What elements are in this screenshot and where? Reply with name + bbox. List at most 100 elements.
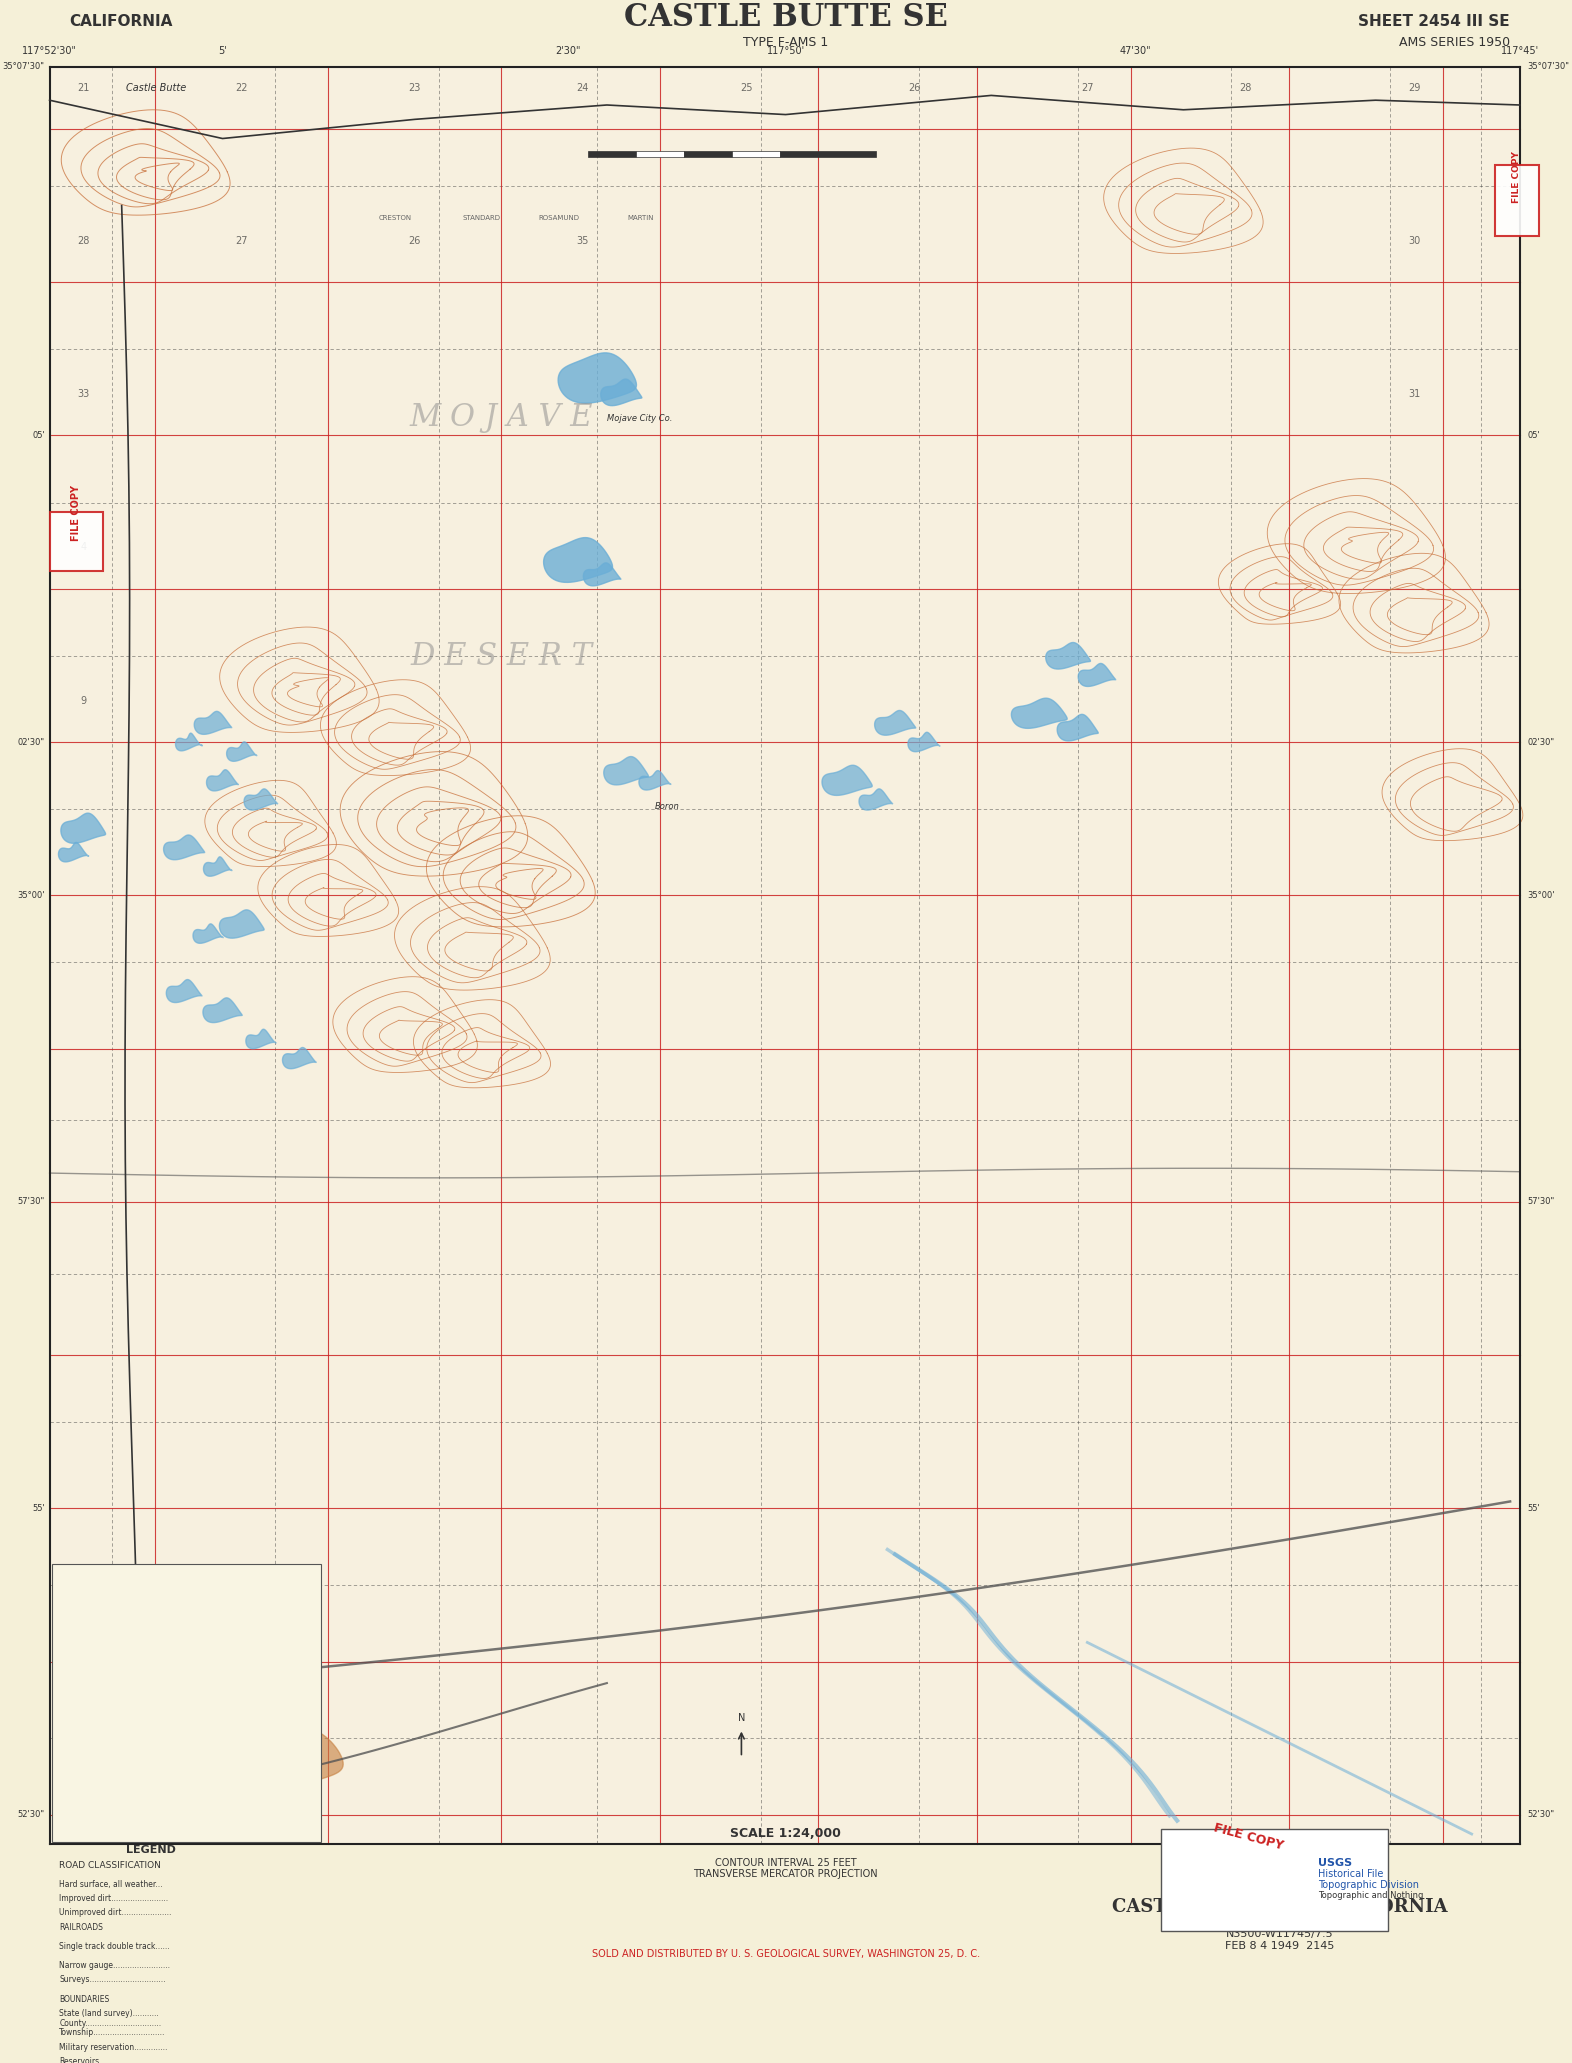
Text: 27: 27 <box>1082 83 1094 93</box>
Polygon shape <box>604 757 649 784</box>
Polygon shape <box>822 765 872 796</box>
Text: 52'30": 52'30" <box>1528 1811 1555 1820</box>
FancyBboxPatch shape <box>1495 165 1539 237</box>
Text: 117°50': 117°50' <box>767 45 805 56</box>
Polygon shape <box>909 732 940 751</box>
Polygon shape <box>1045 642 1091 668</box>
Text: 23: 23 <box>409 83 421 93</box>
Text: SCALE 1:24,000: SCALE 1:24,000 <box>729 1828 841 1840</box>
Text: 22: 22 <box>236 83 248 93</box>
Text: 28: 28 <box>77 235 90 245</box>
Polygon shape <box>544 538 613 582</box>
Text: 28: 28 <box>1240 83 1251 93</box>
Text: N3500-W11745/7.5: N3500-W11745/7.5 <box>1226 1929 1333 1939</box>
Text: Type FOUR (4) unit: Type FOUR (4) unit <box>107 1822 185 1832</box>
Polygon shape <box>226 743 256 761</box>
Text: FILE COPY: FILE COPY <box>71 485 82 541</box>
Text: D E S E R T: D E S E R T <box>410 642 593 673</box>
Text: N: N <box>737 1712 745 1723</box>
Polygon shape <box>1078 664 1116 687</box>
Polygon shape <box>167 980 201 1003</box>
Text: Hard surface, all weather...: Hard surface, all weather... <box>60 1879 162 1890</box>
Polygon shape <box>163 836 204 860</box>
Text: 26: 26 <box>909 83 921 93</box>
Text: Military reservation..............: Military reservation.............. <box>60 2042 168 2051</box>
Text: 02'30": 02'30" <box>1528 736 1555 747</box>
Text: A.M.S. VEDS: A.M.S. VEDS <box>107 1809 167 1820</box>
FancyBboxPatch shape <box>50 512 104 571</box>
Text: Single track double track......: Single track double track...... <box>60 1941 170 1952</box>
Polygon shape <box>222 1751 291 1793</box>
Polygon shape <box>558 353 637 402</box>
FancyBboxPatch shape <box>1162 1830 1388 1931</box>
Text: Historical File: Historical File <box>1317 1869 1383 1879</box>
Polygon shape <box>236 1727 343 1787</box>
Text: SHEET 2454 III SE: SHEET 2454 III SE <box>1358 14 1511 29</box>
Text: Surveys................................: Surveys................................ <box>60 1976 165 1985</box>
Polygon shape <box>283 1048 316 1069</box>
Text: FEB 8 4 1949  2145: FEB 8 4 1949 2145 <box>1225 1941 1335 1952</box>
Text: 24: 24 <box>577 83 590 93</box>
Text: ROSAMUND: ROSAMUND <box>538 215 580 221</box>
Text: USGS: USGS <box>1317 1857 1352 1867</box>
Text: 21: 21 <box>77 83 90 93</box>
Text: 29: 29 <box>1409 83 1420 93</box>
Text: FILE COPY: FILE COPY <box>1212 1822 1284 1853</box>
Text: 33: 33 <box>77 390 90 398</box>
Text: 35°07'30": 35°07'30" <box>3 62 44 72</box>
Text: 57'30": 57'30" <box>1528 1197 1555 1207</box>
Polygon shape <box>245 1029 277 1048</box>
Polygon shape <box>176 732 203 751</box>
Bar <box>52 1564 321 1842</box>
Text: Unimproved dirt.....................: Unimproved dirt..................... <box>60 1908 171 1917</box>
Text: CRESTON: CRESTON <box>379 215 412 221</box>
Text: 35°00': 35°00' <box>1528 891 1555 899</box>
Text: AMS SERIES 1950: AMS SERIES 1950 <box>1399 35 1511 50</box>
Text: 57'30": 57'30" <box>17 1197 44 1207</box>
Polygon shape <box>1011 697 1067 728</box>
Text: 117°52'30": 117°52'30" <box>22 45 77 56</box>
Polygon shape <box>874 710 915 734</box>
Text: CASTLE BUTTE SE, CALIFORNIA: CASTLE BUTTE SE, CALIFORNIA <box>1111 1898 1448 1917</box>
Polygon shape <box>195 712 231 734</box>
Text: ROAD CLASSIFICATION: ROAD CLASSIFICATION <box>60 1861 160 1869</box>
Polygon shape <box>203 856 233 877</box>
Polygon shape <box>638 772 671 790</box>
Text: Topographic Division: Topographic Division <box>1317 1879 1420 1890</box>
Text: 35°07'30": 35°07'30" <box>1528 62 1569 72</box>
Text: SOLD AND DISTRIBUTED BY U. S. GEOLOGICAL SURVEY, WASHINGTON 25, D. C.: SOLD AND DISTRIBUTED BY U. S. GEOLOGICAL… <box>591 1950 979 1958</box>
Text: 117°45': 117°45' <box>1501 45 1539 56</box>
Text: 05': 05' <box>1528 431 1541 439</box>
Text: FILE COPY: FILE COPY <box>1512 151 1522 202</box>
Text: STANDARD: STANDARD <box>464 215 501 221</box>
Text: Township..............................: Township.............................. <box>60 2028 165 2036</box>
Text: RAILROADS: RAILROADS <box>60 1923 104 1931</box>
Text: Mojave City Co.: Mojave City Co. <box>607 415 673 423</box>
Text: TRANSVERSE MERCATOR PROJECTION: TRANSVERSE MERCATOR PROJECTION <box>693 1869 877 1879</box>
Text: 47'30": 47'30" <box>1119 45 1151 56</box>
Text: 35°00': 35°00' <box>17 891 44 899</box>
Text: KERN COUNTY: KERN COUNTY <box>1223 1914 1335 1929</box>
Polygon shape <box>244 788 278 811</box>
Text: County................................: County................................ <box>60 2018 162 2028</box>
Bar <box>635 151 684 157</box>
Bar <box>780 151 876 157</box>
Text: Castle Butte: Castle Butte <box>126 83 187 93</box>
Text: Improved dirt........................: Improved dirt........................ <box>60 1894 168 1902</box>
Text: 5': 5' <box>219 45 226 56</box>
Text: 2'30": 2'30" <box>556 45 582 56</box>
Polygon shape <box>61 813 105 844</box>
Polygon shape <box>858 788 893 811</box>
Polygon shape <box>193 924 223 943</box>
Text: 30: 30 <box>1409 235 1420 245</box>
Text: 27: 27 <box>236 235 248 245</box>
Polygon shape <box>206 769 239 790</box>
Text: Boron: Boron <box>656 803 679 811</box>
Text: M O J A V E: M O J A V E <box>409 402 593 433</box>
Polygon shape <box>1058 714 1099 741</box>
Text: 25: 25 <box>740 83 753 93</box>
Text: 02'30": 02'30" <box>17 736 44 747</box>
Text: 52'30": 52'30" <box>17 1811 44 1820</box>
Text: Narrow gauge........................: Narrow gauge........................ <box>60 1962 170 1970</box>
Text: 9: 9 <box>80 695 86 706</box>
